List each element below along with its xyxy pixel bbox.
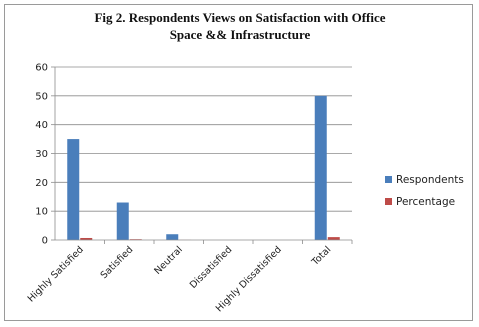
- y-tick-label: 20: [35, 178, 48, 189]
- bar-respondents-satisfied: [116, 202, 129, 240]
- legend-swatch-percentage: [385, 198, 392, 205]
- x-tick-label: Satisfied: [99, 244, 136, 281]
- x-tick-label: Total: [309, 244, 333, 268]
- y-tick-label: 10: [35, 207, 48, 218]
- y-tick-label: 60: [35, 63, 48, 74]
- bars: [67, 95, 340, 240]
- x-tick-label: Highly Satisfied: [26, 244, 86, 304]
- chart-title-line-1: Fig 2. Respondents Views on Satisfaction…: [94, 10, 386, 25]
- bar-respondents-total: [314, 95, 327, 240]
- y-tick-label: 0: [42, 236, 48, 247]
- x-tick-label: Dissatisfied: [188, 244, 235, 291]
- gridlines: [55, 66, 352, 212]
- chart-title-line-2: Space && Infrastructure: [169, 27, 311, 42]
- x-tick-label: Neutral: [152, 244, 185, 277]
- chart-title: Fig 2. Respondents Views on Satisfaction…: [40, 9, 440, 43]
- y-tick-label: 50: [35, 91, 48, 102]
- legend-swatch-respondents: [385, 176, 392, 183]
- bar-respondents-highly-satisfied: [67, 139, 80, 240]
- y-tick-label: 40: [35, 120, 48, 131]
- bar-percentage-highly-satisfied: [80, 237, 93, 240]
- legend-label-respondents: Respondents: [396, 174, 464, 186]
- bar-percentage-total: [327, 237, 340, 240]
- y-tick-label: 30: [35, 149, 48, 160]
- legend: Respondents Percentage: [385, 174, 464, 208]
- chart-frame: [4, 4, 473, 321]
- x-axis: Highly Satisfied Satisfied Neutral Dissatis…: [26, 239, 353, 314]
- y-axis: 0 10 20 30 40 50 60: [35, 63, 56, 247]
- legend-label-percentage: Percentage: [396, 196, 455, 208]
- bar-respondents-neutral: [166, 234, 179, 240]
